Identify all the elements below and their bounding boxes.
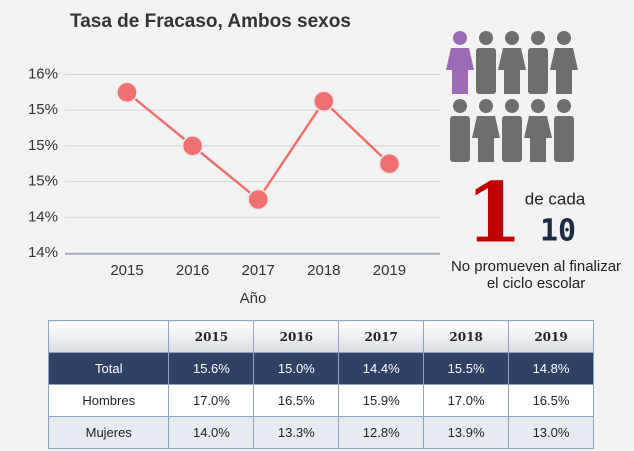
table-cell: 16.5% xyxy=(508,384,594,417)
table-cell: 13.0% xyxy=(508,416,594,449)
marker xyxy=(313,90,335,112)
header-cell: 2015 xyxy=(168,320,255,353)
people-icons: 1 de cada 10 xyxy=(446,31,586,261)
header-cell: 2018 xyxy=(423,320,510,353)
caption: No promueven al finalizar el ciclo escol… xyxy=(450,258,622,292)
table-cell: 12.8% xyxy=(338,416,425,449)
marker xyxy=(181,135,204,157)
table-row: Mujeres 14.0% 13.3% 12.8% 13.9% 13.0% xyxy=(47,416,594,449)
table-cell: 17.0% xyxy=(423,384,510,417)
row-label: Total xyxy=(47,352,170,385)
row-label: Hombres xyxy=(47,384,170,417)
chart-title: Tasa de Fracaso, Ambos sexos xyxy=(70,11,351,32)
table-cell: 13.9% xyxy=(423,416,510,449)
people xyxy=(446,31,578,162)
header-row: 2015 2016 2017 2018 2019 xyxy=(47,320,594,353)
of-each: de cada xyxy=(525,189,586,208)
header-cell: 2016 xyxy=(253,320,340,353)
y-tick-label: 14% xyxy=(28,208,58,225)
x-axis-label: Año xyxy=(240,290,267,307)
table-cell: 13.3% xyxy=(253,416,340,449)
y-tick-label: 16% xyxy=(28,65,58,82)
table-cell: 14.8% xyxy=(508,352,594,385)
y-tick-label: 15% xyxy=(28,173,58,190)
total: 10 xyxy=(540,214,576,249)
big-number: 1 xyxy=(465,165,522,261)
y-tick-label: 15% xyxy=(28,101,58,118)
table-cell: 15.9% xyxy=(338,384,425,417)
header-corner xyxy=(47,320,170,353)
x-tick-label: 2018 xyxy=(307,262,340,279)
row-label: Mujeres xyxy=(47,416,170,449)
marker xyxy=(247,188,269,211)
person xyxy=(450,31,578,162)
header-cell: 2019 xyxy=(508,320,594,353)
marker xyxy=(116,81,138,104)
chart: Tasa de Fracaso, Ambos sexos Año 14% 14% 1… xyxy=(28,11,440,307)
x-tick-label: 2016 xyxy=(176,262,209,279)
table-cell: 16.5% xyxy=(253,384,340,417)
infographic: 1 de cada 10 No promueven al finalizar e… xyxy=(440,0,634,320)
y-tick-label: 14% xyxy=(28,244,58,261)
table-row: Total 15.6% 15.0% 14.4% 15.5% 14.8% xyxy=(47,352,594,385)
x-tick-label: 2019 xyxy=(373,262,406,279)
header-cell: 2017 xyxy=(338,320,425,353)
table-cell: 17.0% xyxy=(168,384,255,417)
marker xyxy=(378,152,401,175)
y-tick-label: 15% xyxy=(28,137,58,154)
table-cell: 14.4% xyxy=(338,352,425,385)
person-highlight xyxy=(446,31,474,94)
table-cell: 15.6% xyxy=(168,352,255,385)
x-tick-label: 2015 xyxy=(110,262,143,279)
table-cell: 14.0% xyxy=(168,416,255,449)
table-cell: 15.5% xyxy=(423,352,510,385)
table-cell: 15.0% xyxy=(253,352,340,385)
table-row: Hombres 17.0% 16.5% 15.9% 17.0% 16.5% xyxy=(47,384,594,417)
data-table: 2015 2016 2017 2018 2019 Total 15.6% 15.0%… xyxy=(47,320,594,449)
x-tick-label: 2017 xyxy=(242,262,275,279)
